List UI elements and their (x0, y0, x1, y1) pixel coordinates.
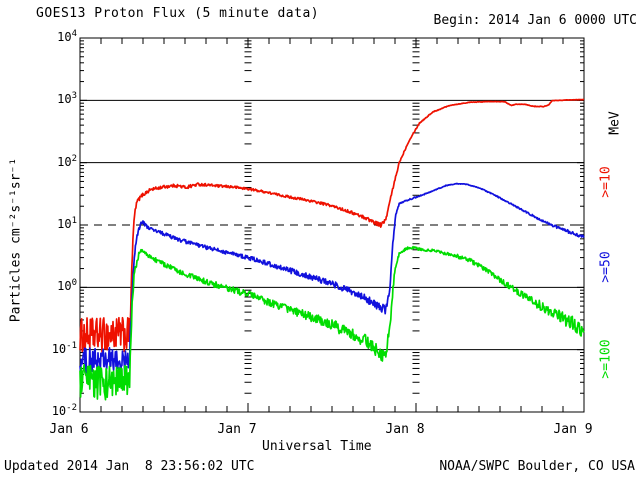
legend-label-50: >=50 (598, 251, 614, 283)
legend-label-100: >=100 (598, 339, 614, 379)
series-2 (79, 245, 585, 401)
mev-unit-label: MeV (607, 111, 623, 135)
series-1 (79, 182, 585, 376)
y-tick-label: 101 (57, 216, 77, 232)
y-tick-label: 102 (57, 153, 77, 169)
legend-label-10: >=10 (598, 166, 614, 198)
chart-title: GOES13 Proton Flux (5 minute data) (36, 6, 320, 21)
y-tick-label: 10-2 (51, 403, 77, 419)
begin-time-label: Begin: 2014 Jan 6 0000 UTC (433, 13, 638, 28)
y-axis-title: Particles cm⁻²s⁻¹sr⁻¹ (8, 157, 24, 323)
y-tick-label: 104 (57, 29, 77, 45)
y-tick-label: 100 (57, 278, 77, 294)
series-0 (79, 98, 585, 353)
x-tick-label: Jan 9 (553, 422, 593, 437)
x-tick-label: Jan 6 (49, 422, 89, 437)
y-tick-label: 103 (57, 91, 77, 107)
x-axis-title: Universal Time (262, 439, 372, 454)
source-attribution: NOAA/SWPC Boulder, CO USA (439, 459, 635, 474)
x-tick-label: Jan 8 (385, 422, 425, 437)
y-tick-label: 10-1 (51, 340, 77, 356)
x-tick-label: Jan 7 (217, 422, 257, 437)
updated-timestamp: Updated 2014 Jan 8 23:56:02 UTC (4, 459, 255, 474)
